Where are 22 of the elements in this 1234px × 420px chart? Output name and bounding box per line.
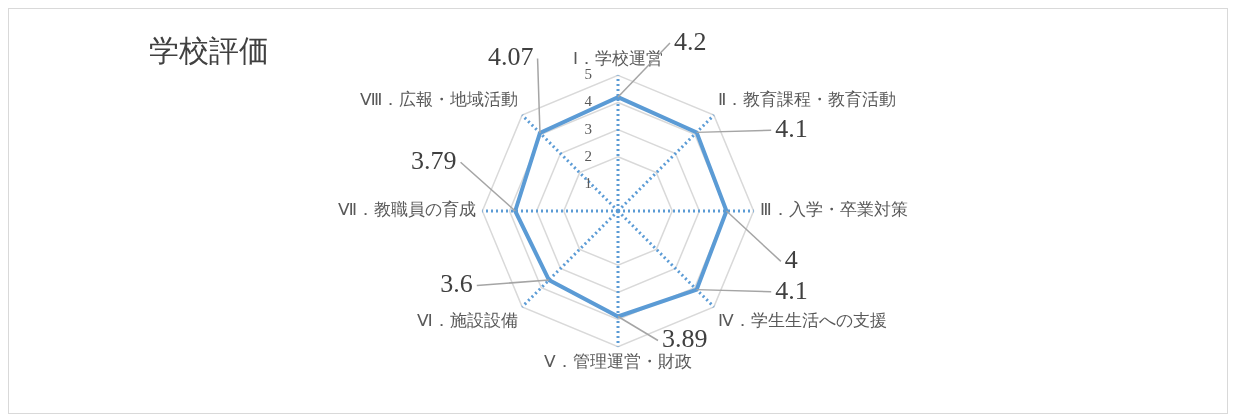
spoke-label: Ⅶ．教職員の育成 — [338, 200, 477, 220]
data-label: 3.89 — [662, 324, 708, 354]
data-label: 4.1 — [775, 275, 808, 305]
data-label: 3.79 — [411, 146, 457, 176]
y-tick-label: 4 — [584, 93, 593, 110]
data-label: 4.2 — [673, 26, 707, 56]
spoke-label: Ⅲ．入学・卒業対策 — [759, 200, 908, 220]
y-tick-label: 5 — [584, 66, 592, 83]
spoke-label: Ⅳ．学生生活への支援 — [718, 310, 888, 330]
y-tick-label: 1 — [584, 174, 592, 191]
y-tick-label: 2 — [584, 147, 592, 164]
spoke-label: Ⅱ．教育課程・教育活動 — [718, 90, 897, 110]
spoke-label: Ⅰ．学校運営 — [573, 48, 663, 68]
data-label: 4.07 — [488, 42, 534, 72]
spoke-label: Ⅷ．広報・地域活動 — [359, 90, 518, 110]
chart-title: 学校評価 — [149, 32, 269, 70]
spoke-label: Ⅴ．管理運営・財政 — [544, 352, 692, 372]
y-tick-label: 3 — [584, 120, 592, 137]
data-label: 3.6 — [440, 269, 473, 299]
spoke-label: Ⅵ．施設設備 — [416, 310, 518, 330]
data-label: 4 — [784, 245, 798, 275]
data-label: 4.1 — [775, 114, 808, 144]
